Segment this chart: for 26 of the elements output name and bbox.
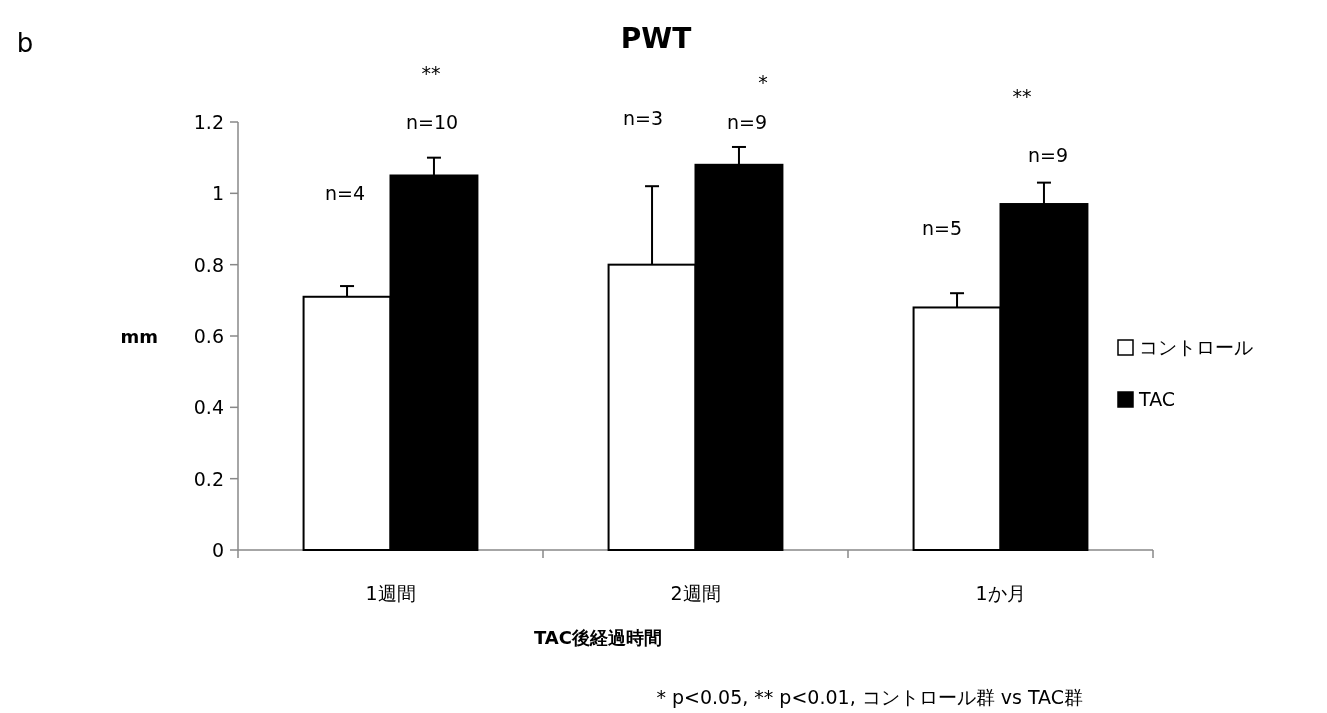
y-tick-label: 0.2 [193,467,224,490]
legend-label: TAC [1138,388,1176,410]
x-axis-title: TAC後経過時間 [533,627,663,648]
text: ** [1012,85,1032,107]
annotation: n=3 [622,107,664,129]
text: * p<0.05, ** p<0.01, コントロール群 vs TAC群 [656,686,1083,708]
legend-label: コントロール [1139,336,1253,358]
text: ** [421,62,441,84]
y-tick-label: 1.2 [193,111,224,133]
y-tick-label: 0.8 [193,253,224,276]
text: * [758,71,768,93]
chart-title: PWT [620,22,692,55]
y-tick-label: 0.6 [193,325,224,347]
annotation: n=9 [1027,144,1069,166]
y-tick-label: 0 [211,539,224,561]
y-tick-label: 0.4 [193,396,224,419]
x-tick-label: 1週間 [365,582,416,604]
y-tick-label: 1 [211,182,224,205]
y-axis-title: mm [120,326,158,347]
annotation: n=4 [324,182,366,204]
x-tick-label: 1か月 [975,582,1026,604]
text: b [16,28,34,58]
annotation: n=5 [921,217,963,239]
annotation: n=9 [726,111,768,133]
x-tick-label: 2週間 [670,582,721,604]
annotation: n=10 [405,111,459,133]
